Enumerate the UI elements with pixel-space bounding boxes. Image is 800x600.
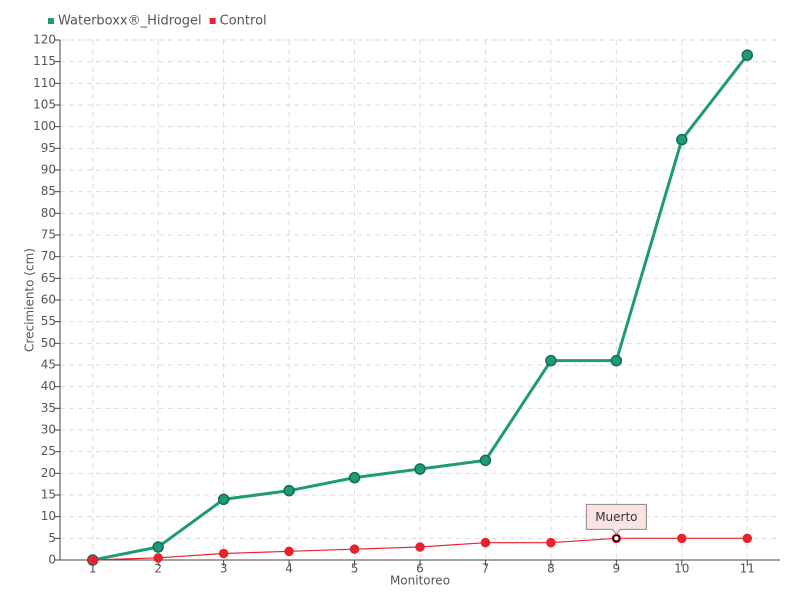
data-point bbox=[218, 548, 229, 559]
data-point bbox=[742, 533, 753, 544]
x-tick-label: 11 bbox=[740, 562, 755, 576]
y-tick-label: 10 bbox=[41, 509, 56, 523]
x-axis-title: Monitoreo bbox=[390, 574, 450, 588]
x-tick-label: 4 bbox=[285, 562, 293, 576]
legend-swatch bbox=[48, 18, 54, 24]
y-tick-label: 0 bbox=[48, 553, 56, 567]
data-point bbox=[610, 354, 623, 367]
data-point bbox=[545, 354, 557, 367]
y-tick-label: 45 bbox=[41, 358, 56, 372]
y-tick-label: 50 bbox=[41, 336, 56, 350]
x-tick-label: 10 bbox=[674, 562, 689, 576]
data-point bbox=[415, 542, 425, 552]
y-tick-label: 25 bbox=[41, 444, 56, 458]
data-point bbox=[546, 537, 556, 548]
legend-label: Waterboxx®_Hidrogel bbox=[58, 14, 202, 29]
x-tick-label: 8 bbox=[547, 562, 555, 576]
annotation-marker bbox=[612, 534, 621, 543]
data-point bbox=[676, 133, 688, 146]
data-point bbox=[414, 463, 426, 475]
y-tick-label: 55 bbox=[41, 314, 56, 328]
x-tick-label: 5 bbox=[351, 562, 359, 576]
y-tick-label: 30 bbox=[41, 423, 56, 437]
y-axis-title: Crecimiento (cm) bbox=[23, 248, 37, 352]
x-tick-label: 6 bbox=[416, 562, 424, 576]
data-point bbox=[153, 553, 163, 563]
x-tick-label: 2 bbox=[154, 562, 162, 576]
y-tick-label: 15 bbox=[41, 488, 56, 502]
data-point bbox=[87, 555, 98, 565]
data-point bbox=[152, 541, 164, 553]
data-point bbox=[677, 533, 687, 544]
y-tick-label: 75 bbox=[41, 228, 56, 242]
y-tick-label: 70 bbox=[41, 249, 56, 263]
y-tick-label: 20 bbox=[41, 466, 56, 480]
legend-label: Control bbox=[220, 14, 267, 29]
x-tick-label: 3 bbox=[220, 562, 228, 576]
annotation-box bbox=[585, 503, 647, 536]
legend-swatch bbox=[209, 18, 216, 24]
y-tick-label: 35 bbox=[41, 401, 56, 415]
y-tick-label: 90 bbox=[41, 163, 56, 177]
y-tick-label: 95 bbox=[41, 141, 56, 155]
x-tick-label: 7 bbox=[482, 562, 490, 576]
data-point bbox=[284, 546, 294, 557]
y-tick-label: 100 bbox=[33, 119, 56, 133]
y-tick-label: 85 bbox=[41, 184, 56, 198]
y-tick-label: 5 bbox=[48, 531, 56, 545]
data-point bbox=[741, 49, 754, 61]
y-tick-label: 40 bbox=[41, 379, 56, 393]
y-tick-label: 80 bbox=[41, 206, 56, 220]
data-point bbox=[479, 454, 492, 467]
y-tick-label: 60 bbox=[41, 293, 56, 307]
annotation-text: Muerto bbox=[595, 510, 637, 524]
y-tick-label: 65 bbox=[41, 271, 56, 285]
data-point bbox=[480, 537, 491, 548]
x-tick-label: 1 bbox=[89, 562, 97, 576]
data-point bbox=[349, 544, 360, 554]
y-tick-label: 105 bbox=[33, 98, 56, 112]
x-tick-label: 9 bbox=[613, 562, 621, 576]
y-tick-label: 110 bbox=[33, 76, 56, 90]
y-tick-label: 120 bbox=[33, 33, 56, 47]
data-point bbox=[283, 484, 295, 497]
y-tick-label: 115 bbox=[33, 54, 56, 68]
data-point bbox=[348, 471, 361, 484]
data-point bbox=[217, 493, 230, 506]
